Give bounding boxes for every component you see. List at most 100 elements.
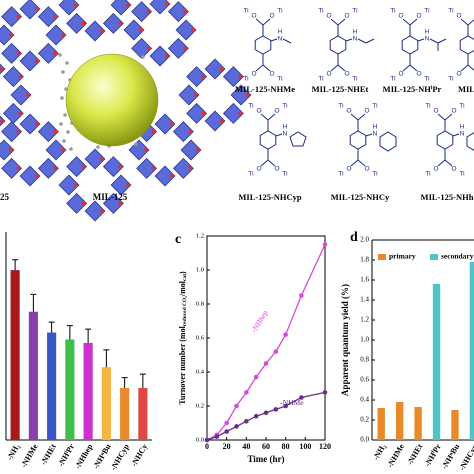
- oxygen-atom: [144, 148, 148, 152]
- atom-label: O: [346, 108, 351, 115]
- bar: [395, 402, 404, 440]
- atom-label: H: [278, 29, 283, 36]
- atom-label: O: [416, 71, 421, 78]
- polyhedron: [1, 157, 23, 179]
- polyhedron: [58, 0, 80, 16]
- bond: [452, 133, 460, 137]
- series-line: [206, 391, 326, 441]
- y-tick-label: 1.2: [196, 232, 204, 239]
- atom-label: Ti: [318, 8, 323, 15]
- y-tick-label: 0.8: [360, 356, 369, 364]
- oxygen-atom: [139, 28, 143, 32]
- atom-label: N: [278, 36, 283, 43]
- bond: [365, 133, 373, 137]
- bond: [270, 38, 278, 42]
- atom-label: Ti: [243, 8, 248, 15]
- bond: [467, 64, 474, 71]
- linker-atom: [60, 96, 64, 100]
- bond: [357, 159, 366, 167]
- oxygen-atom: [35, 59, 39, 63]
- polyhedron: [172, 157, 194, 179]
- linker-atom: [141, 55, 145, 59]
- y-tick-label: 0.4: [360, 396, 369, 404]
- atom-label: Ti: [372, 171, 377, 178]
- oxygen-atom: [53, 129, 58, 134]
- oxygen-atom: [0, 67, 4, 71]
- polyhedron: [1, 6, 23, 28]
- bond: [255, 18, 264, 26]
- polyhedron: [0, 139, 15, 161]
- data-point: [234, 424, 239, 429]
- bond: [402, 64, 411, 72]
- oxygen-atom: [238, 74, 243, 79]
- plot-frame: [206, 235, 326, 441]
- data-point: [224, 420, 229, 426]
- y-tick-label: 1.0: [196, 266, 204, 273]
- y-axis-label-part: reduced CO₂: [182, 296, 188, 326]
- bar: [83, 342, 93, 440]
- polyhedron: [19, 0, 41, 20]
- atom-label: Ti: [372, 103, 377, 110]
- atom-label: Ti: [448, 8, 453, 15]
- oxygen-atom: [118, 21, 123, 26]
- oxygen-atom: [61, 148, 65, 152]
- linker-atom: [61, 70, 65, 74]
- y-tick-label: 0.6: [360, 376, 369, 384]
- x-tick-label: 20: [223, 442, 231, 451]
- bond: [260, 113, 269, 121]
- y-tick-label: 0.8: [196, 300, 204, 307]
- y-tick-label: 0.0: [360, 436, 369, 444]
- cyclopentyl: [289, 131, 307, 147]
- polyhedron: [2, 66, 24, 88]
- data-point: [273, 349, 279, 354]
- oxygen-atom: [9, 33, 13, 37]
- bond: [282, 38, 292, 44]
- atom-label: O: [456, 71, 461, 78]
- atom-label: O: [433, 108, 438, 115]
- atom-label: Ti: [459, 103, 464, 110]
- linker-atom: [63, 113, 67, 117]
- structure-label: MIL-125-NHh: [421, 192, 474, 202]
- data-point: [283, 403, 288, 409]
- atom-label: Ti: [338, 103, 343, 110]
- polyhedron: [84, 148, 106, 170]
- polyhedron: [66, 12, 88, 34]
- bond: [275, 133, 283, 137]
- cut-label: 25: [0, 192, 10, 202]
- oxygen-atom: [35, 7, 39, 11]
- atom-label: Ti: [424, 8, 429, 15]
- x-tick-label: 100: [299, 442, 311, 451]
- polyhedron: [149, 45, 171, 67]
- data-point: [253, 413, 259, 419]
- series-label: -NHhep: [249, 308, 270, 333]
- linker-atom: [58, 53, 62, 57]
- atom-label: O: [251, 71, 256, 78]
- bond: [267, 113, 276, 121]
- oxygen-atom: [16, 166, 21, 171]
- oxygen-atom: [165, 2, 169, 6]
- polyhedron: [0, 24, 15, 46]
- bond: [409, 64, 418, 72]
- benzene-ring: [259, 130, 277, 150]
- bar: [432, 284, 441, 440]
- oxygen-atom: [16, 51, 21, 56]
- x-tick-label: -NH₂: [5, 442, 22, 462]
- structure-label: MIL-1: [458, 84, 474, 94]
- bar: [469, 262, 474, 440]
- data-point: [299, 395, 304, 400]
- mof-label: MIL-125: [93, 192, 128, 202]
- bond: [350, 113, 359, 121]
- x-tick-label: 120: [319, 442, 331, 451]
- oxygen-atom: [126, 183, 130, 187]
- bond: [337, 64, 346, 72]
- oxygen-atom: [81, 201, 86, 206]
- oxygen-atom: [81, 164, 86, 169]
- bond: [330, 18, 339, 26]
- x-tick-label: -NHEt: [405, 442, 424, 466]
- polyhedron: [37, 42, 59, 64]
- polyhedron: [123, 19, 145, 41]
- atom-label: O: [344, 13, 349, 20]
- bond: [467, 19, 474, 26]
- polyhedron: [180, 139, 202, 161]
- polyhedron: [186, 66, 208, 88]
